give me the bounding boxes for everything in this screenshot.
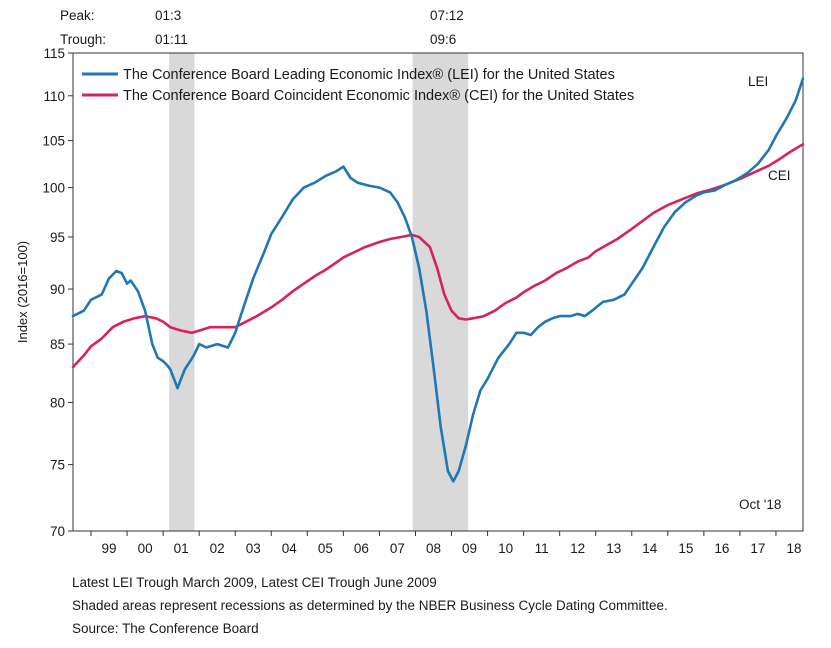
x-tick-label: 16 xyxy=(714,541,729,556)
trough-label: Trough: xyxy=(60,32,106,47)
legend-cei-label: The Conference Board Coincident Economic… xyxy=(123,88,634,104)
series-lines xyxy=(71,77,805,483)
x-tick-label: 99 xyxy=(102,541,117,556)
x-tick-label: 02 xyxy=(210,541,225,556)
lei-series-label: LEI xyxy=(748,74,768,89)
lei-cei-chart: Peak: Trough: 01:3 01:11 07:12 09:6 70 75… xyxy=(15,8,805,556)
footer-trough-note: Latest LEI Trough March 2009, Latest CEI… xyxy=(72,575,437,590)
recession-band-1 xyxy=(169,53,195,531)
recession-shading xyxy=(169,53,469,531)
x-tick-label: 00 xyxy=(138,541,153,556)
y-tick-label: 85 xyxy=(50,337,65,352)
x-axis: 99 00 01 02 03 04 05 06 07 08 09 10 11 12 13 14 15 16 17 18 xyxy=(90,531,802,556)
y-tick-label: 80 xyxy=(50,395,65,410)
latest-date-label: Oct '18 xyxy=(739,497,781,512)
x-tick-label: 11 xyxy=(535,541,549,556)
x-tick-label: 15 xyxy=(678,541,693,556)
x-tick-label: 08 xyxy=(426,541,441,556)
y-tick-label: 110 xyxy=(43,89,65,104)
footer-source: Source: The Conference Board xyxy=(72,621,259,636)
x-tick-label: 10 xyxy=(498,541,513,556)
plot-frame xyxy=(72,52,804,532)
x-tick-label: 17 xyxy=(750,541,765,556)
recession-band-2 xyxy=(412,53,469,531)
legend: The Conference Board Leading Economic In… xyxy=(82,67,634,104)
x-tick-label: 09 xyxy=(462,541,477,556)
x-tick-label: 01 xyxy=(174,541,189,556)
cei-line xyxy=(71,143,805,369)
y-tick-label: 115 xyxy=(43,46,65,61)
y-tick-label: 70 xyxy=(50,524,65,539)
recession1-trough: 01:11 xyxy=(155,32,188,47)
x-tick-label: 07 xyxy=(390,541,405,556)
recession2-trough: 09:6 xyxy=(430,32,456,47)
x-tick-label: 06 xyxy=(354,541,369,556)
x-tick-label: 14 xyxy=(642,541,658,556)
y-axis: 70 75 80 85 90 95 100 105 110 115 xyxy=(42,46,73,539)
x-tick-label: 13 xyxy=(606,541,621,556)
x-tick-label: 05 xyxy=(318,541,333,556)
footer-shading-note: Shaded areas represent recessions as det… xyxy=(72,598,668,613)
cei-series-label: CEI xyxy=(768,168,791,183)
peak-label: Peak: xyxy=(60,8,95,23)
y-tick-label: 75 xyxy=(50,458,65,473)
lei-line xyxy=(71,77,805,483)
recession2-peak: 07:12 xyxy=(430,8,464,23)
y-tick-label: 95 xyxy=(50,230,65,245)
y-axis-title: Index (2016=100) xyxy=(15,241,30,343)
y-tick-label: 100 xyxy=(42,181,65,196)
x-tick-label: 12 xyxy=(570,541,585,556)
legend-lei-label: The Conference Board Leading Economic In… xyxy=(123,67,615,83)
y-tick-label: 105 xyxy=(42,134,65,149)
x-tick-label: 04 xyxy=(282,541,298,556)
y-tick-label: 90 xyxy=(50,282,65,297)
x-tick-label: 18 xyxy=(786,541,801,556)
recession1-peak: 01:3 xyxy=(155,8,181,23)
x-tick-label: 03 xyxy=(246,541,261,556)
